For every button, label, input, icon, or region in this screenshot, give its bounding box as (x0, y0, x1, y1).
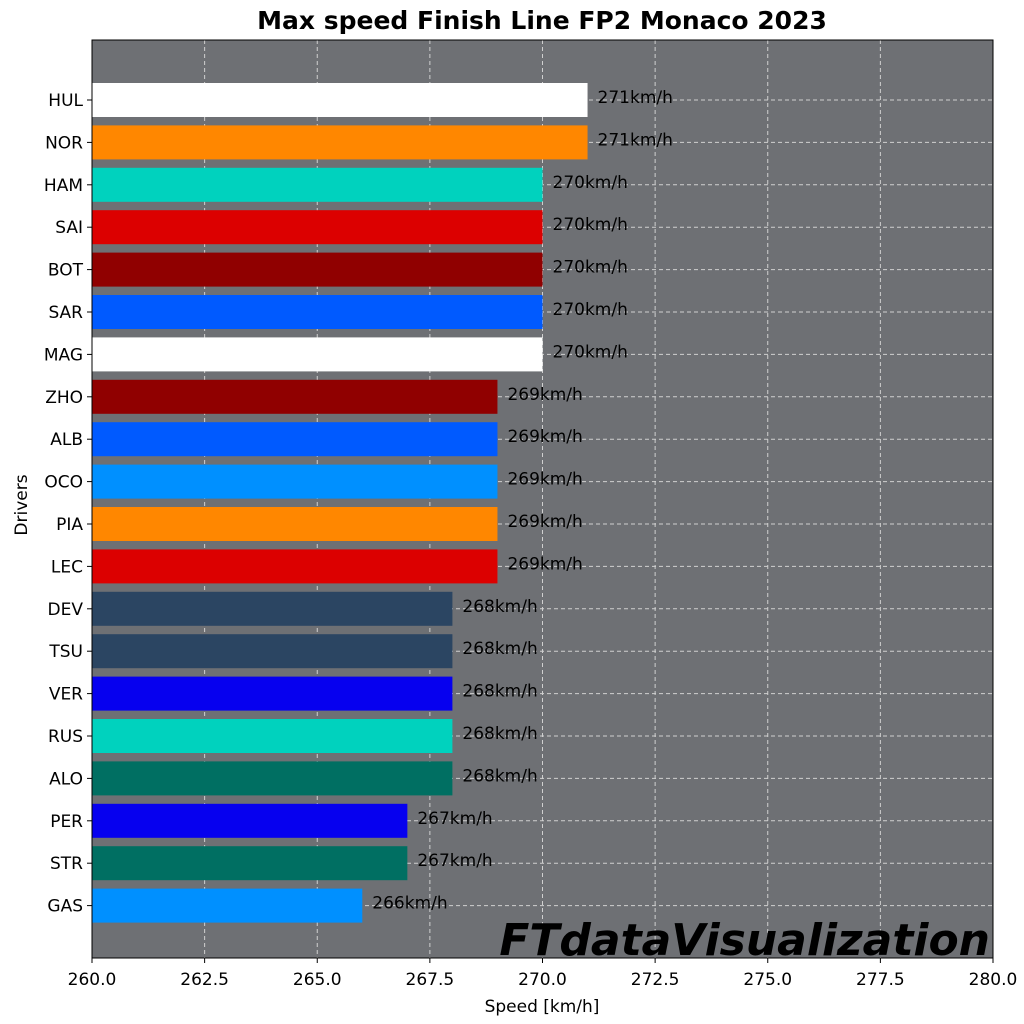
x-tick-label: 265.0 (293, 970, 342, 990)
y-tick-label-hul: HUL (48, 91, 83, 111)
bar-dev (92, 591, 453, 626)
data-label-alb: 269km/h (507, 427, 582, 447)
y-tick-label-ham: HAM (44, 176, 83, 196)
bar-hul (92, 83, 588, 117)
bar-alo (92, 761, 453, 796)
y-tick-label-zho: ZHO (45, 388, 83, 408)
bar-ham (92, 167, 543, 202)
y-tick-label-per: PER (50, 812, 83, 832)
y-tick-label-lec: LEC (51, 557, 83, 577)
y-tick-label-alo: ALO (49, 769, 83, 789)
data-label-oco: 269km/h (507, 470, 582, 490)
y-axis-ticks: HUL NOR HAM SAI BOT SAR MAG ZHO ALB OCO PIA LEC DEV T… (44, 91, 92, 917)
y-tick-label-pia: PIA (56, 515, 83, 535)
data-label-bot: 270km/h (553, 258, 628, 278)
x-axis-label: Speed [km/h] (485, 997, 600, 1017)
y-tick-label-dev: DEV (48, 600, 84, 620)
y-tick-label-bot: BOT (48, 261, 84, 281)
y-tick-label-tsu: TSU (48, 642, 83, 662)
bar-sai (92, 210, 543, 245)
data-label-lec: 269km/h (507, 554, 582, 574)
x-tick-label: 275.0 (743, 970, 792, 990)
bar-str (92, 846, 408, 881)
bar-lec (92, 549, 498, 584)
data-label-nor: 271km/h (598, 130, 673, 150)
bar-nor (92, 125, 588, 160)
y-tick-label-mag: MAG (44, 345, 83, 365)
x-axis-ticks: 260.0 262.5 265.0 267.5 270.0 272.5 275.0 277.5… (68, 958, 1018, 990)
bar-oco (92, 464, 498, 499)
y-tick-label-nor: NOR (45, 133, 83, 153)
data-label-zho: 269km/h (507, 385, 582, 405)
data-label-sar: 270km/h (553, 300, 628, 320)
data-label-gas: 266km/h (372, 894, 447, 914)
x-tick-label: 267.5 (406, 970, 455, 990)
bar-zho (92, 379, 498, 414)
y-tick-label-sai: SAI (55, 218, 83, 238)
x-tick-label: 262.5 (180, 970, 229, 990)
y-tick-label-alb: ALB (50, 430, 83, 450)
y-tick-label-str: STR (50, 854, 83, 874)
data-label-tsu: 268km/h (462, 639, 537, 659)
data-label-rus: 268km/h (462, 724, 537, 744)
y-tick-label-ver: VER (49, 685, 83, 705)
bar-alb (92, 422, 498, 457)
data-label-hul: 271km/h (598, 88, 673, 108)
x-tick-label: 280.0 (969, 970, 1018, 990)
bar-mag (92, 337, 543, 372)
y-tick-label-gas: GAS (47, 897, 83, 917)
bar-sar (92, 295, 543, 329)
data-label-dev: 268km/h (462, 597, 537, 617)
y-axis-label: Drivers (12, 474, 32, 535)
y-tick-label-sar: SAR (48, 303, 83, 323)
y-tick-label-oco: OCO (44, 473, 83, 493)
data-label-mag: 270km/h (553, 342, 628, 362)
data-label-alo: 268km/h (462, 766, 537, 786)
x-tick-label: 277.5 (856, 970, 905, 990)
bar-gas (92, 888, 363, 923)
bar-ver (92, 676, 453, 711)
data-labels: 271km/h 271km/h 270km/h 270km/h 270km/h 270km… (372, 88, 673, 914)
bar-pia (92, 507, 498, 541)
x-tick-label: 272.5 (631, 970, 680, 990)
plot-frame (91, 39, 994, 959)
x-tick-label: 270.0 (518, 970, 567, 990)
y-tick-label-rus: RUS (48, 727, 83, 747)
watermark: FTdataVisualization (499, 915, 990, 966)
data-label-sai: 270km/h (553, 215, 628, 235)
bar-tsu (92, 634, 453, 669)
x-tick-label: 260.0 (68, 970, 117, 990)
data-label-per: 267km/h (417, 809, 492, 829)
data-label-ham: 270km/h (553, 173, 628, 193)
bar-per (92, 803, 408, 838)
data-label-ver: 268km/h (462, 682, 537, 702)
bar-rus (92, 719, 453, 753)
chart-title: Max speed Finish Line FP2 Monaco 2023 (257, 6, 827, 35)
bars (92, 83, 588, 923)
bar-bot (92, 252, 543, 287)
data-label-pia: 269km/h (507, 512, 582, 532)
data-label-str: 267km/h (417, 851, 492, 871)
